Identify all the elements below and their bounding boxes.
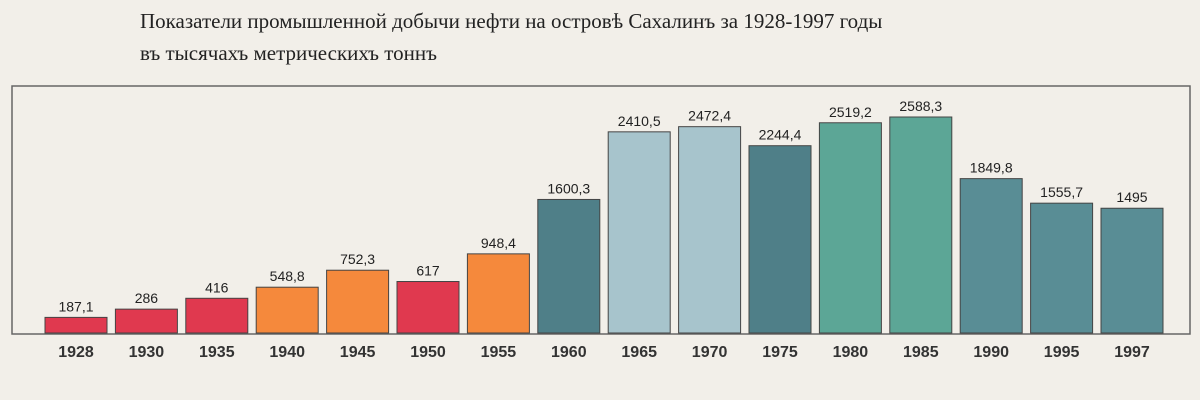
x-tick-label: 1955 <box>481 344 517 361</box>
value-label: 1849,8 <box>970 160 1013 176</box>
bar <box>959 178 1023 334</box>
bar <box>678 126 742 334</box>
bar <box>255 286 319 334</box>
value-label: 617 <box>416 263 440 279</box>
value-label: 948,4 <box>481 235 516 251</box>
value-label: 2519,2 <box>829 104 872 120</box>
bar <box>326 269 390 334</box>
chart-title: Показатели промышленной добычи нефти на … <box>140 9 882 33</box>
value-label: 2410,5 <box>618 113 661 129</box>
x-tick-label: 1985 <box>903 344 939 361</box>
bar <box>889 116 953 334</box>
bar <box>396 281 460 334</box>
value-label: 2472,4 <box>688 108 731 124</box>
bar <box>466 253 530 334</box>
bar <box>607 131 671 334</box>
bar <box>748 145 812 334</box>
x-tick-label: 1940 <box>269 344 305 361</box>
x-tick-label: 1960 <box>551 344 587 361</box>
x-tick-label: 1950 <box>410 344 446 361</box>
value-label: 1555,7 <box>1040 184 1083 200</box>
value-label: 187,1 <box>58 298 93 314</box>
x-tick-label: 1930 <box>129 344 165 361</box>
bar <box>1100 207 1164 334</box>
value-label: 286 <box>135 290 159 306</box>
x-tick-label: 1935 <box>199 344 235 361</box>
x-tick-label: 1990 <box>973 344 1009 361</box>
value-label: 2244,4 <box>759 127 802 143</box>
x-tick-label: 1928 <box>58 344 94 361</box>
value-label: 548,8 <box>270 268 305 284</box>
x-tick-label: 1997 <box>1114 344 1150 361</box>
bar <box>114 308 178 334</box>
bar <box>44 316 108 334</box>
plot-frame <box>11 85 1191 335</box>
value-label: 416 <box>205 279 229 295</box>
chart-subtitle: въ тысячахъ метрическихъ тоннъ <box>140 41 437 65</box>
x-tick-label: 1970 <box>692 344 728 361</box>
bar <box>537 198 601 334</box>
x-tick-label: 1980 <box>833 344 869 361</box>
x-tick-label: 1995 <box>1044 344 1080 361</box>
bar <box>1030 202 1094 334</box>
x-tick-label: 1965 <box>621 344 657 361</box>
value-label: 1600,3 <box>547 180 590 196</box>
bar <box>185 297 249 334</box>
value-label: 1495 <box>1116 189 1147 205</box>
bar <box>818 122 882 334</box>
x-tick-label: 1945 <box>340 344 376 361</box>
value-label: 752,3 <box>340 251 375 267</box>
value-label: 2588,3 <box>899 98 942 114</box>
x-tick-label: 1975 <box>762 344 798 361</box>
